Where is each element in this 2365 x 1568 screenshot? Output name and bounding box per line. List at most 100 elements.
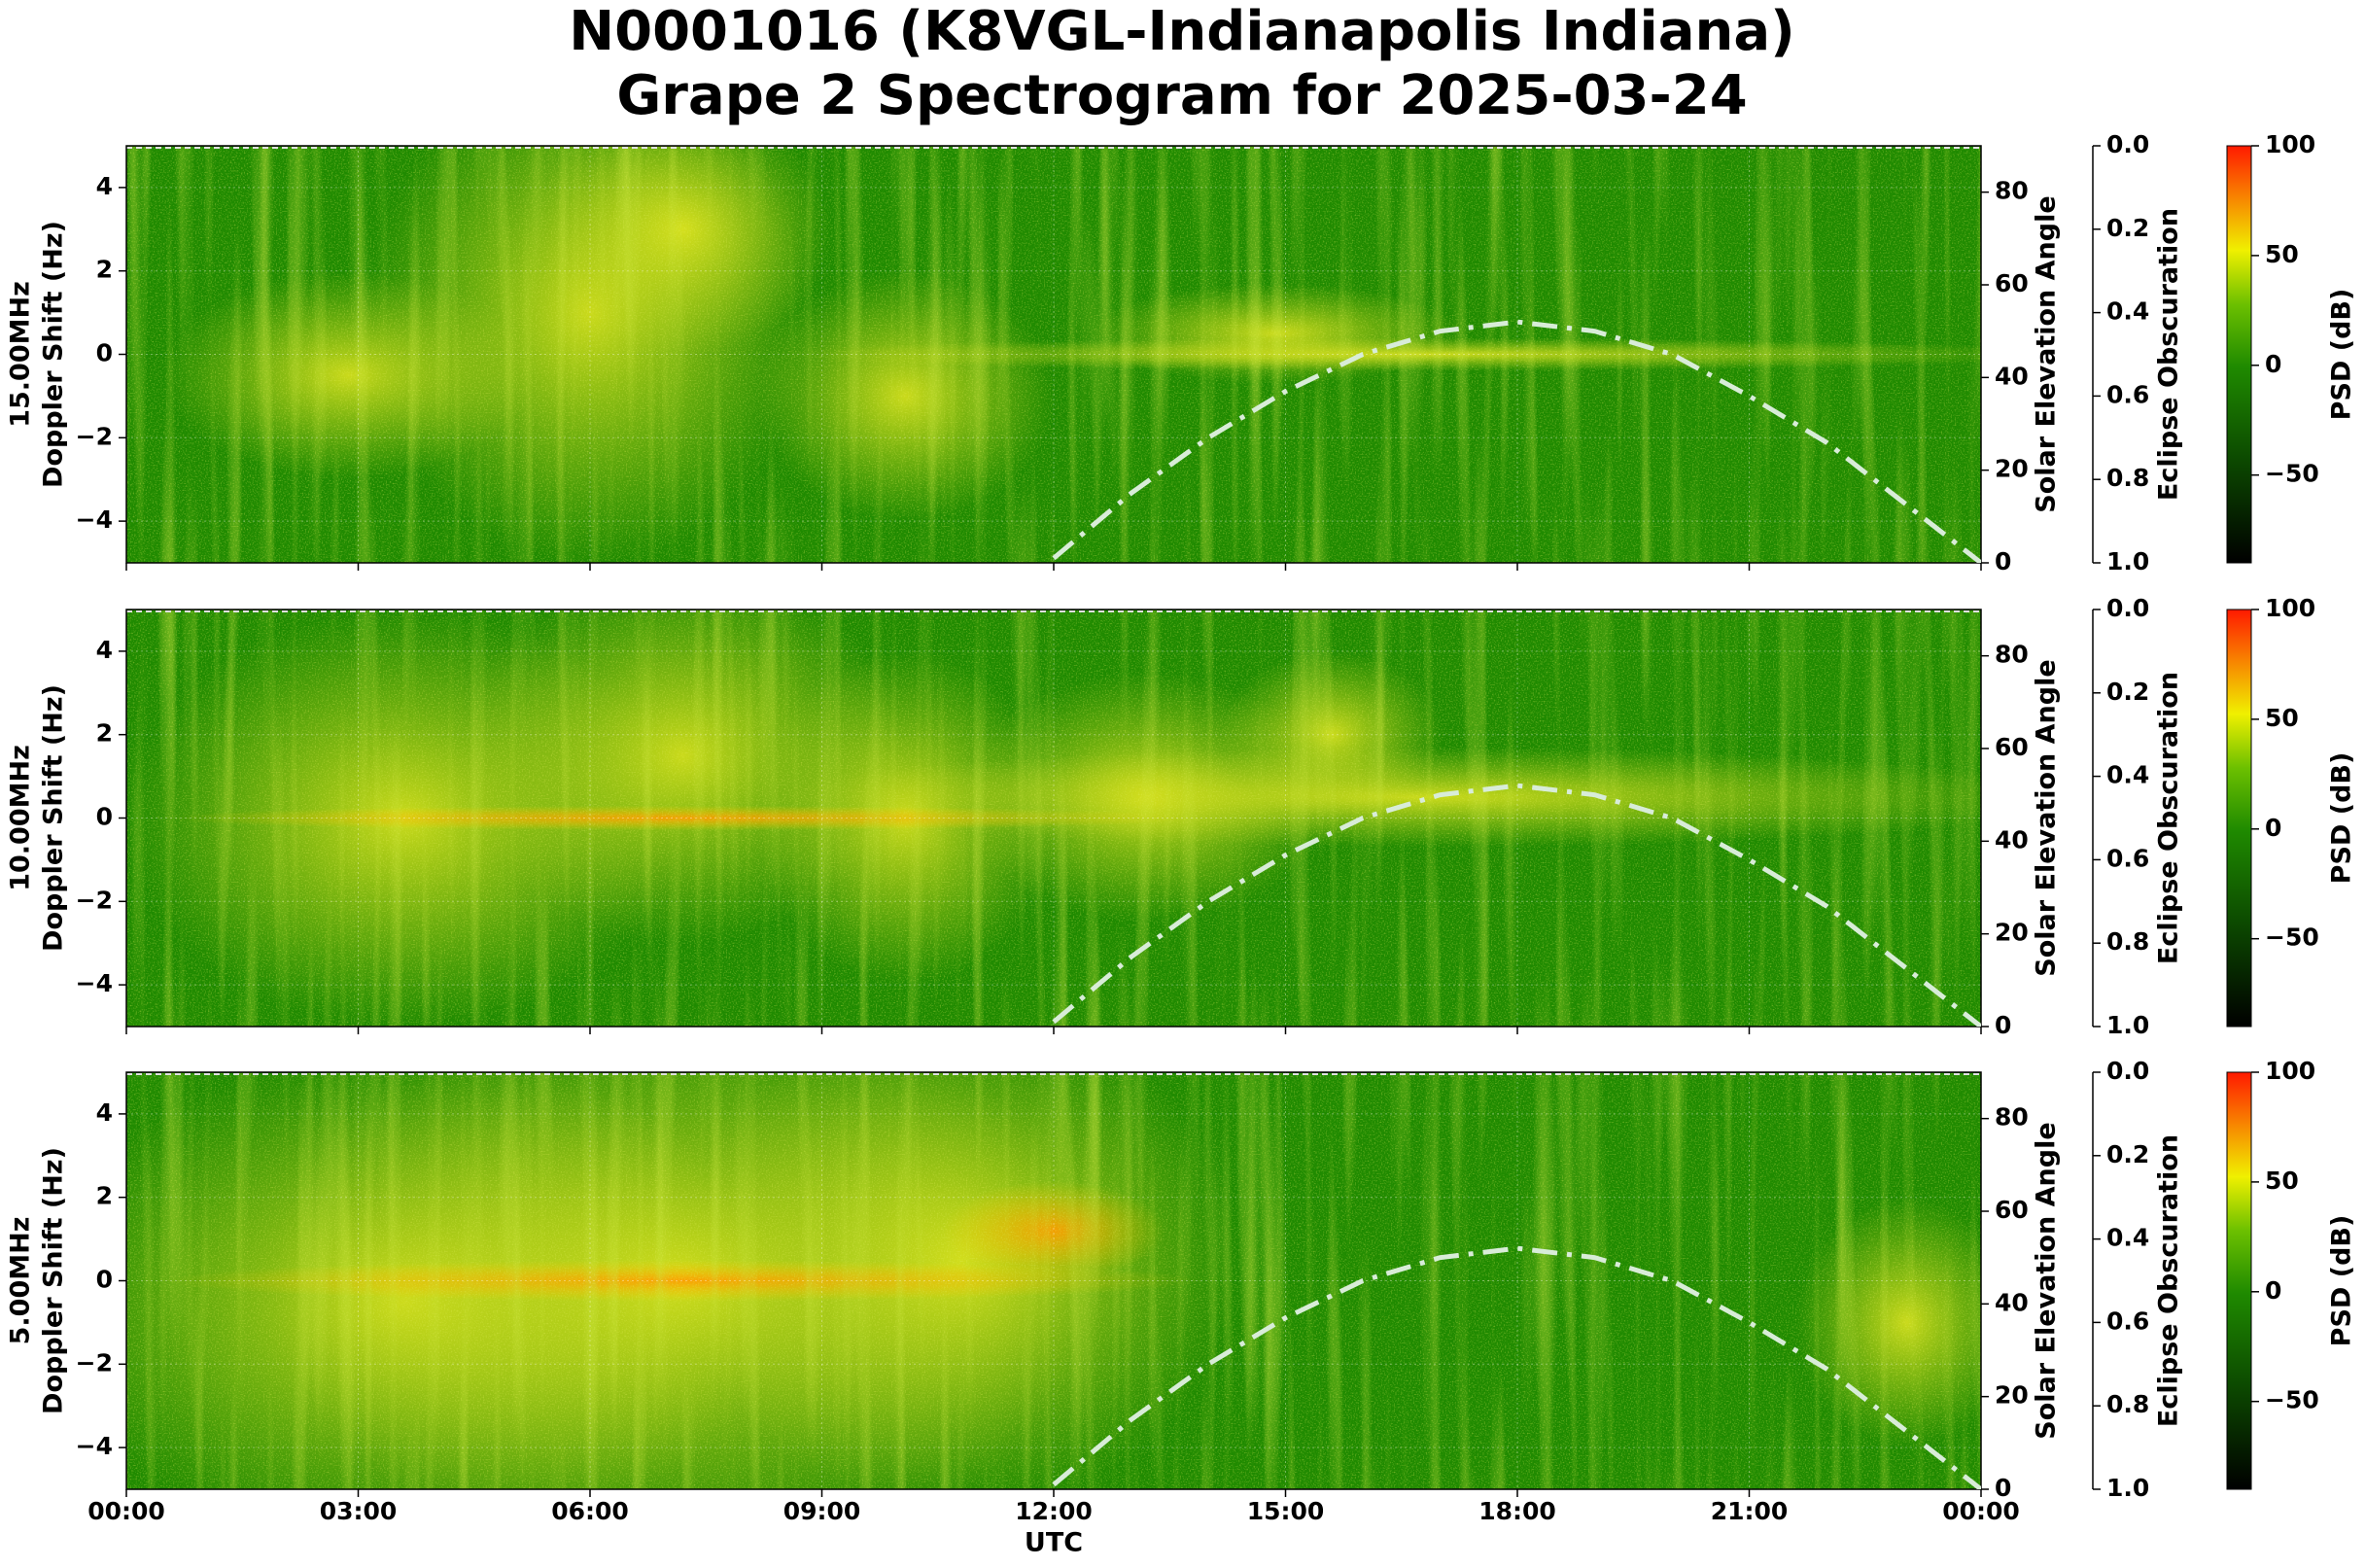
colorbar-tick-label: −50 [2265,460,2319,488]
colorbar-tick-label: 100 [2265,594,2315,622]
y3-tick-label: 0.0 [2106,594,2149,622]
colorbar-tick-label: 100 [2265,1057,2315,1085]
colorbar-label: PSD (dB) [2327,752,2357,885]
solar-elevation-line [1052,319,1981,563]
colorbar [2226,145,2252,564]
y3-tick-label: 1.0 [2106,547,2149,575]
y-tick-label: −2 [76,1348,113,1376]
y3-tick-label: 0.6 [2106,1307,2149,1335]
x-tick-label: 18:00 [1478,1497,1556,1525]
y2-tick-label: 20 [1995,455,2029,483]
plot-frame [125,609,1982,1028]
x-tick-label: 21:00 [1711,1497,1789,1525]
x-tick-label: 03:00 [320,1497,398,1525]
solar-elevation-line [1052,783,1981,1027]
x-tick-label: 12:00 [1015,1497,1093,1525]
title-line: Grape 2 Spectrogram for 2025-03-24 [616,64,1747,127]
y3-axis-label: Eclipse Obscuration [2154,208,2184,501]
y2-axis-label: Solar Elevation Angle [2032,1122,2062,1439]
title-line: N0001016 (K8VGL-Indianapolis Indiana) [569,0,1795,63]
y2-tick-label: 60 [1995,733,2029,761]
x-tick-label: 15:00 [1247,1497,1325,1525]
y3-tick-label: 0.8 [2106,927,2149,956]
y-axis-label: 10.00MHz [6,745,36,891]
y-tick-label: −2 [76,886,113,914]
y2-tick-label: 0 [1995,1011,2011,1039]
y2-tick-label: 0 [1995,547,2011,575]
y-axis-label: Doppler Shift (Hz) [39,684,69,952]
y-tick-label: 4 [96,172,113,200]
colorbar [2226,1071,2252,1490]
spectrogram-texture [126,1072,1981,1489]
y3-tick-label: 0.8 [2106,1390,2149,1418]
y-tick-label: 0 [96,1266,113,1294]
colorbar-label: PSD (dB) [2327,1215,2357,1347]
colorbar-tick-label: 0 [2265,350,2281,378]
y-axis-label: Doppler Shift (Hz) [39,1147,69,1414]
y2-tick-label: 60 [1995,1196,2029,1224]
y2-tick-label: 0 [1995,1474,2011,1502]
colorbar-tick-label: 100 [2265,130,2315,158]
colorbar [2226,609,2252,1028]
y3-tick-label: 0.4 [2106,761,2149,789]
y3-tick-label: 0.0 [2106,130,2149,158]
x-tick-label: 06:00 [551,1497,629,1525]
y2-tick-label: 40 [1995,825,2029,854]
y-tick-label: 2 [96,719,113,748]
y3-tick-label: 0.4 [2106,1224,2149,1252]
colorbar-label: PSD (dB) [2327,289,2357,421]
colorbar-tick-label: 0 [2265,814,2281,842]
y-tick-label: 0 [96,803,113,831]
y2-axis-label: Solar Elevation Angle [2032,195,2062,512]
y2-tick-label: 80 [1995,177,2029,205]
y-tick-label: 2 [96,256,113,284]
y3-tick-label: 0.0 [2106,1057,2149,1085]
x-tick-label: 00:00 [1942,1497,2020,1525]
y2-tick-label: 60 [1995,269,2029,297]
y2-axis-label: Solar Elevation Angle [2032,659,2062,976]
spectrogram-texture [126,146,1981,563]
y3-tick-label: 0.2 [2106,1140,2149,1168]
colorbar-tick-label: 0 [2265,1276,2281,1305]
y-tick-label: 4 [96,636,113,664]
y3-tick-label: 0.6 [2106,380,2149,408]
y3-axis-label: Eclipse Obscuration [2154,1134,2184,1427]
y-axis-label: 15.00MHz [6,281,36,428]
y2-tick-label: 80 [1995,641,2029,669]
y3-tick-label: 1.0 [2106,1011,2149,1039]
colorbar-tick-label: 50 [2265,1167,2299,1195]
y3-tick-label: 0.2 [2106,678,2149,706]
plot-frame [125,1071,1982,1490]
x-axis-label: UTC [1025,1528,1083,1558]
y-tick-label: −4 [76,969,113,997]
y3-tick-label: 1.0 [2106,1474,2149,1502]
colorbar-tick-label: −50 [2265,1386,2319,1414]
y3-tick-label: 0.6 [2106,844,2149,872]
y2-tick-label: 20 [1995,1381,2029,1410]
y2-tick-label: 80 [1995,1103,2029,1132]
x-tick-label: 00:00 [87,1497,165,1525]
y-tick-label: 0 [96,339,113,367]
y2-tick-label: 20 [1995,919,2029,947]
y3-tick-label: 0.2 [2106,214,2149,242]
y3-axis-label: Eclipse Obscuration [2154,672,2184,964]
y-axis-label: 5.00MHz [6,1217,36,1345]
x-tick-label: 09:00 [783,1497,861,1525]
spectrogram [126,1072,1981,1489]
spectrogram-texture [126,610,1981,1027]
solar-elevation-line [1052,1245,1981,1489]
y2-tick-label: 40 [1995,362,2029,390]
spectrogram [126,610,1981,1027]
plot-frame [125,145,1982,564]
y3-tick-label: 0.8 [2106,464,2149,492]
colorbar-tick-label: 50 [2265,240,2299,268]
y2-tick-label: 40 [1995,1288,2029,1316]
y-tick-label: −4 [76,1432,113,1460]
y-tick-label: 2 [96,1182,113,1210]
y-tick-label: −4 [76,505,113,534]
y3-tick-label: 0.4 [2106,297,2149,326]
y-axis-label: Doppler Shift (Hz) [39,221,69,488]
spectrogram [126,146,1981,563]
